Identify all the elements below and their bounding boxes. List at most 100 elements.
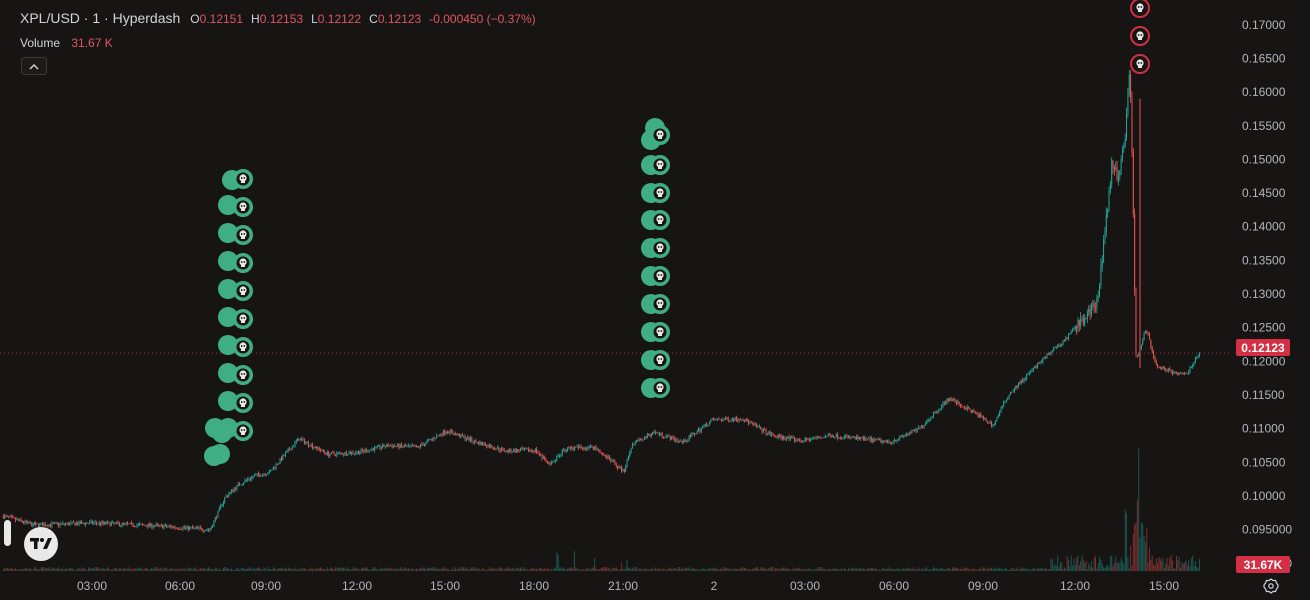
liquidation-marker[interactable] [233,225,253,245]
price-axis[interactable]: 0.170000.165000.160000.155000.150000.145… [1242,18,1292,570]
time-axis[interactable]: 03:00 06:00 09:00 12:00 15:00 18:00 21:00 2 03:0… [77,579,1179,593]
volume-bar [1046,569,1048,571]
liquidation-marker[interactable] [650,378,670,398]
candle-body [179,529,181,530]
liquidation-marker[interactable] [650,322,670,342]
candle-body [853,436,855,439]
volume-bar [37,569,39,571]
candle-body [424,443,426,446]
candle-body [976,412,978,414]
candle-body [432,438,434,440]
candle-body [657,432,659,435]
candle-body [1022,380,1024,382]
volume-bar [136,568,138,571]
volume-bar [742,567,744,571]
volume-bar [1062,568,1064,571]
candle-body [864,437,866,441]
liquidation-marker[interactable] [233,281,253,301]
candle-body [931,417,933,419]
candle-body [1065,337,1067,342]
volume-bar [1173,568,1175,571]
candle-body [571,447,573,449]
liquidation-marker[interactable] [233,253,253,273]
candle-body [692,433,694,435]
volume-bar [706,569,708,571]
collapse-legend-button[interactable] [21,57,47,75]
volume-bar [1178,557,1180,571]
candle-body [949,397,951,401]
liquidation-marker[interactable] [233,197,253,217]
volume-bar [195,569,197,571]
volume-label: Volume [20,36,61,50]
candle-body [1119,170,1121,177]
volume-bar [4,567,6,571]
volume-bar [1115,556,1117,571]
candle-body [499,450,501,451]
volume-bar [91,568,93,571]
candle-body [943,401,945,404]
candle-body [734,417,736,421]
trade-markers[interactable] [204,0,1150,466]
candle-body [181,529,183,530]
volume-bar [141,568,143,571]
side-panel-handle[interactable] [4,520,11,546]
candle-body [1082,318,1084,325]
candle-body [773,434,775,437]
liquidation-marker[interactable] [650,183,670,203]
marker-stack [218,363,238,383]
liquidation-marker[interactable] [233,393,253,413]
candle-body [567,447,569,451]
liquidation-marker[interactable] [233,365,253,385]
candle-body [27,521,29,523]
liquidation-marker[interactable] [650,125,670,145]
volume-bar [548,569,550,571]
candle-body [833,435,835,438]
tradingview-logo[interactable] [24,527,58,561]
candle-body [883,440,885,442]
liquidation-marker[interactable] [233,337,253,357]
time-axis-label: 09:00 [968,579,998,593]
liquidation-marker[interactable] [650,294,670,314]
volume-bar [596,569,598,571]
volume-bar [1139,537,1141,571]
candle-body [158,524,160,526]
candle-body [1165,369,1167,370]
volume-bar [248,567,250,571]
liquidation-marker[interactable] [233,421,253,441]
liquidation-marker[interactable] [233,169,253,189]
volume-bar [1169,557,1171,571]
candle-body [309,445,311,447]
liquidation-marker[interactable] [1130,26,1150,46]
liquidation-marker[interactable] [650,210,670,230]
liquidation-marker[interactable] [650,155,670,175]
volume-bar [1196,567,1198,571]
liquidation-marker[interactable] [1130,0,1150,18]
candle-body [1120,158,1122,171]
candle-body [357,451,359,455]
candle-body [9,516,11,518]
skull-eye [240,345,243,347]
price-axis-label: 0.16500 [1242,51,1286,65]
gear-icon[interactable] [1263,578,1279,594]
volume-bar [97,567,99,571]
candle-body [938,409,940,412]
candle-body [621,467,623,472]
liquidation-marker[interactable] [1130,54,1150,74]
volume-legend[interactable]: Volume 31.67 K [20,36,113,50]
liquidation-marker[interactable] [650,266,670,286]
skull-eye [660,191,663,193]
volume-bar [1186,564,1188,571]
volume-tag: 31.67K [1236,556,1290,573]
volume-bar [459,567,461,571]
liquidation-marker[interactable] [233,309,253,329]
volume-bar [507,567,509,571]
volume-bar [911,568,913,571]
candle-body [220,505,222,508]
volume-bar [56,568,58,571]
liquidation-marker[interactable] [650,350,670,370]
symbol-title[interactable]: XPL/USD · 1 · Hyperdash [20,10,181,26]
candle-body [205,530,207,531]
volume-bar [1004,567,1006,571]
liquidation-marker[interactable] [650,238,670,258]
